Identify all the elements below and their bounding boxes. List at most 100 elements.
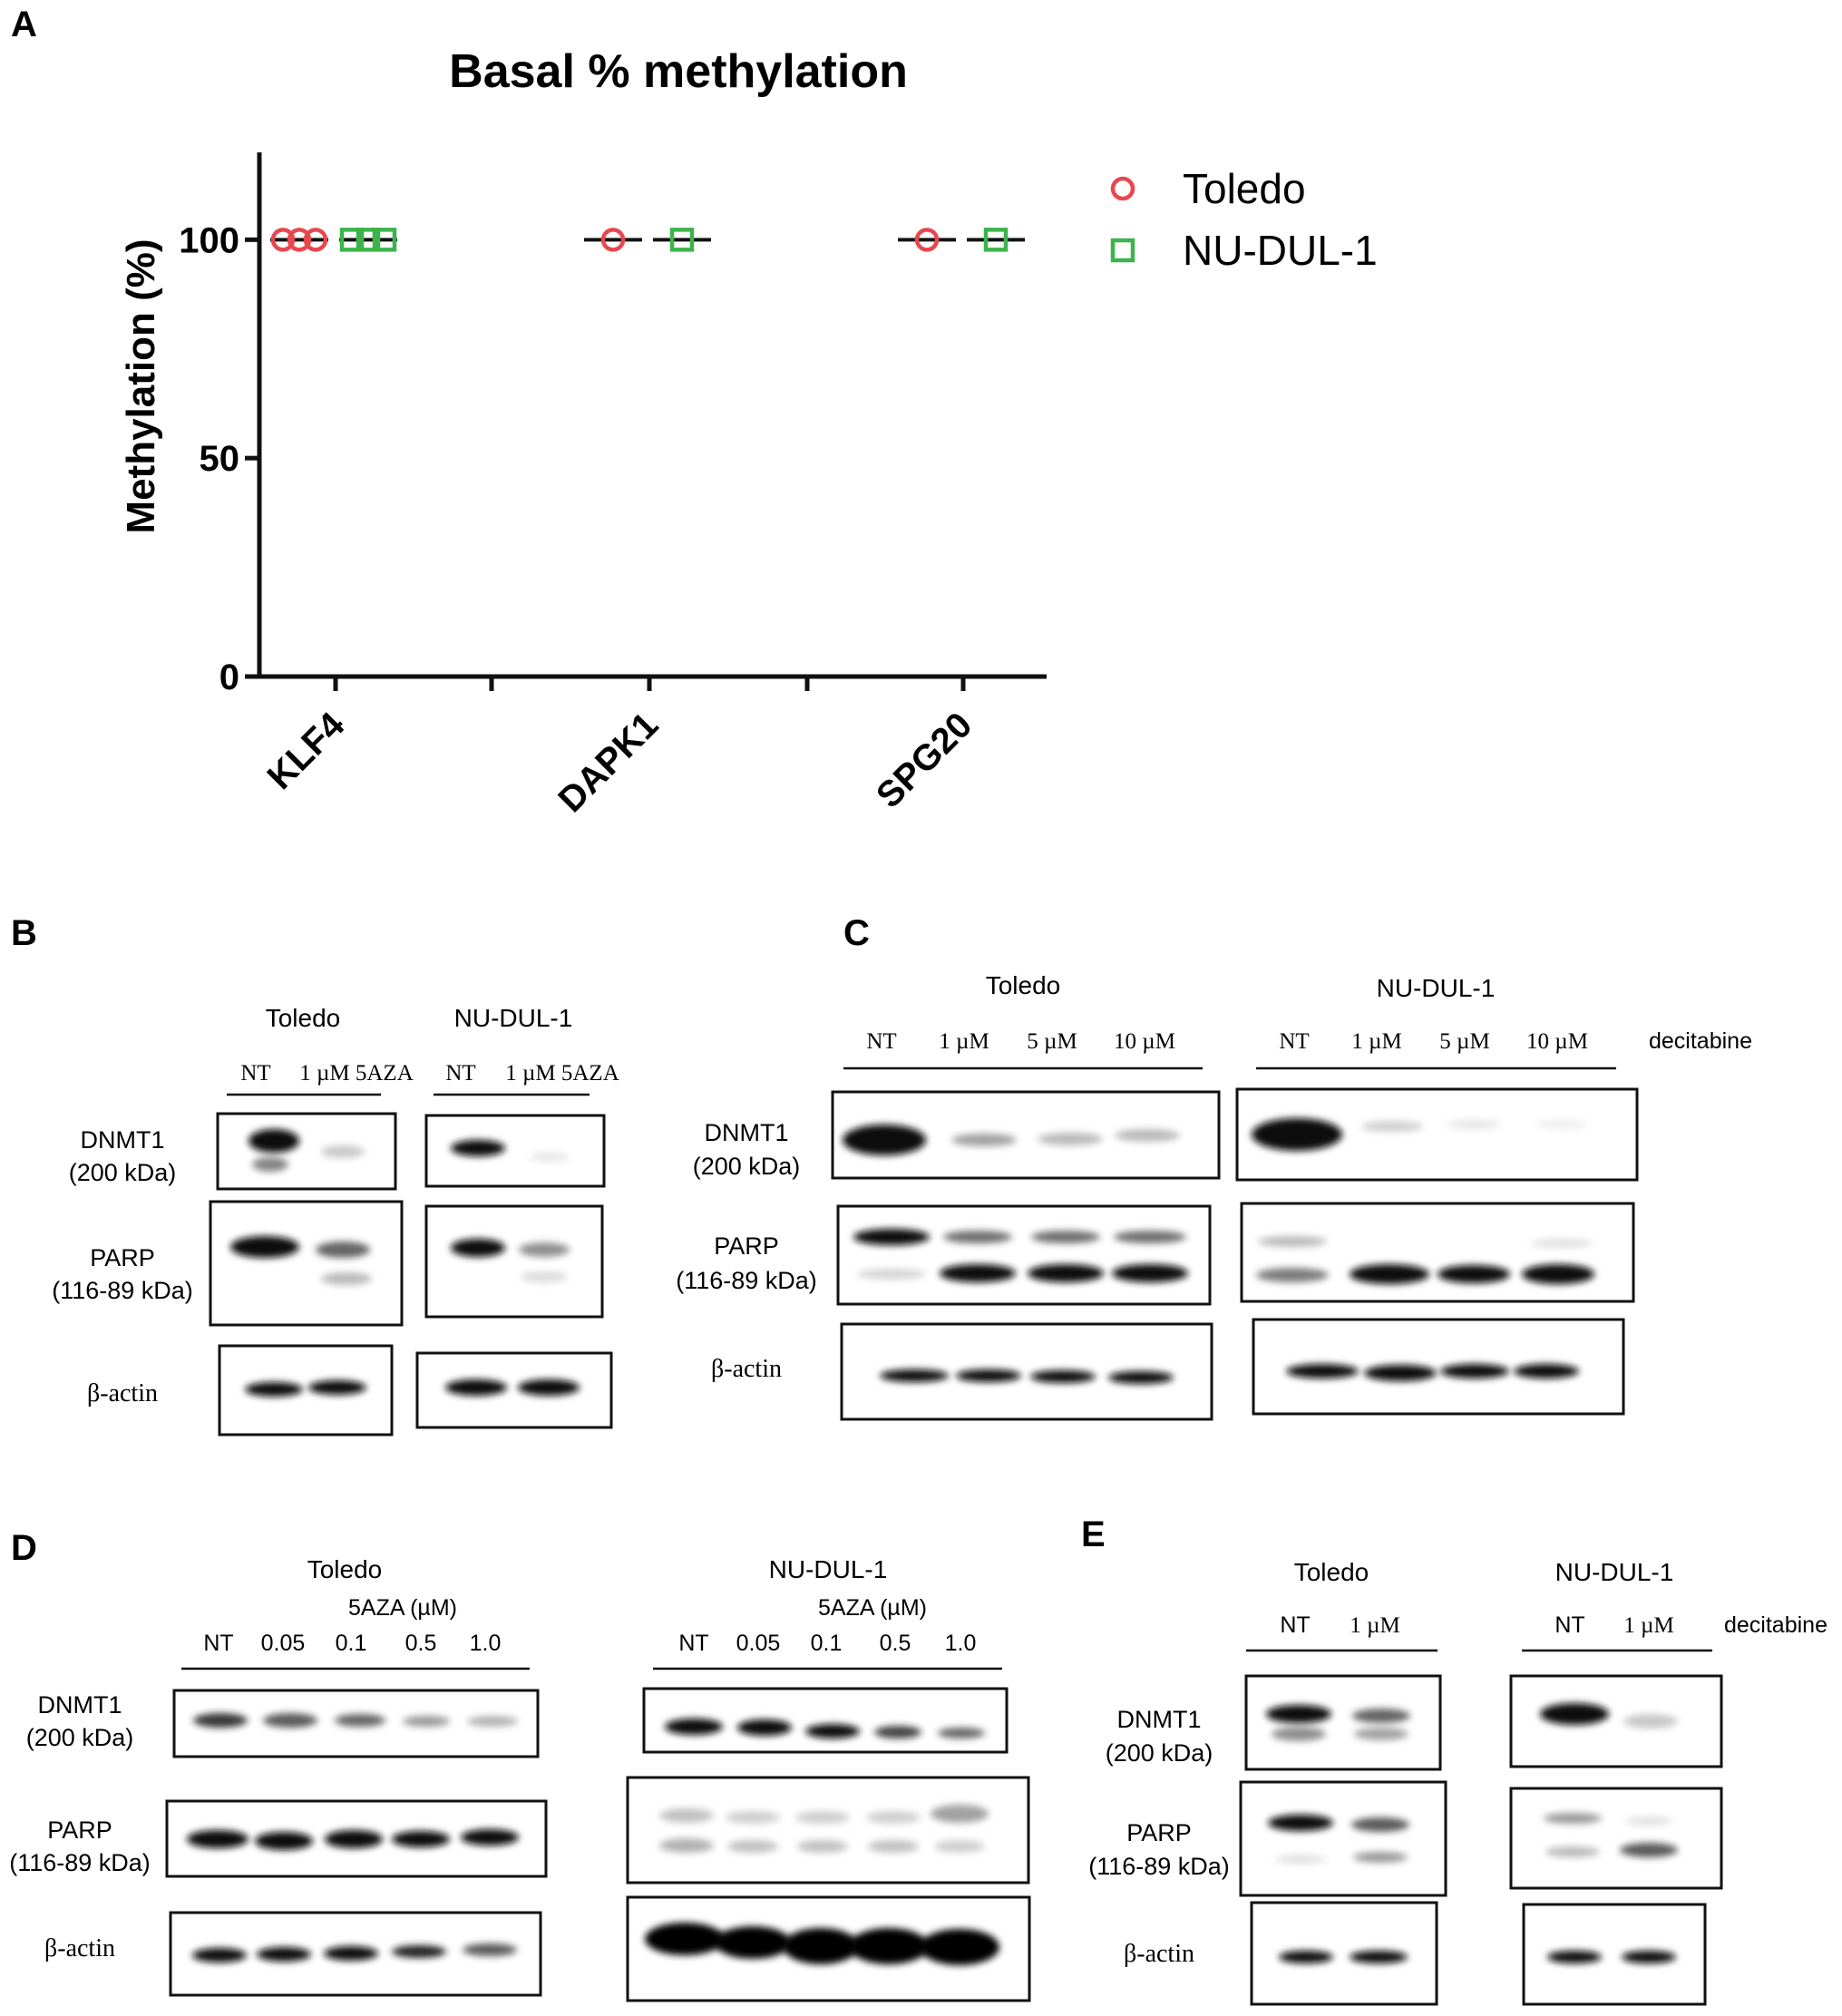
row-label: β-actin	[711, 1355, 782, 1383]
y-tick-label: 100	[179, 220, 239, 260]
lane-label: 1 µM	[939, 1029, 989, 1054]
row-label: (200 kDa)	[69, 1159, 177, 1186]
group-title-toledo: Toledo	[986, 971, 1061, 999]
row-label: DNMT1	[38, 1691, 122, 1719]
row-label: DNMT1	[81, 1126, 165, 1154]
x-tick-label: KLF4	[260, 705, 353, 797]
data-point	[914, 228, 940, 252]
treatment-label: decitabine	[1724, 1612, 1827, 1638]
lane-label: 1.0	[470, 1631, 502, 1656]
blot-box	[216, 1112, 397, 1191]
lane-label: NT	[866, 1029, 896, 1054]
lane-label: NT	[203, 1631, 233, 1656]
lane-label: 10 µM	[1114, 1029, 1175, 1054]
row-label: PARP	[90, 1244, 155, 1271]
lane-label: 0.5	[880, 1631, 911, 1656]
row-label: DNMT1	[705, 1119, 789, 1146]
blot-box	[1250, 1901, 1438, 2006]
blot-box	[626, 1776, 1030, 1885]
panel-letter-d: D	[11, 1528, 37, 1568]
treatment-label: decitabine	[1649, 1028, 1752, 1054]
panel-letter-e: E	[1081, 1514, 1106, 1554]
row-label: β-actin	[87, 1379, 158, 1407]
blot-box	[209, 1200, 404, 1327]
lane-label: NT	[1554, 1612, 1584, 1638]
blot-bands	[230, 1129, 580, 1397]
data-point	[287, 228, 312, 252]
data-point	[669, 228, 695, 252]
panel-d: Toledo 5AZA (µM) NT 0.05 0.1 0.5 1.0 NU-…	[9, 1555, 1031, 2002]
blot-box	[1509, 1787, 1723, 1890]
lane-label: NT	[678, 1631, 708, 1656]
lane-label: 1 µM	[1350, 1613, 1399, 1638]
treatment-label: 5AZA (µM)	[348, 1595, 457, 1621]
lane-label: NT	[240, 1061, 270, 1086]
panel-c: Toledo NU-DUL-1 NT 1 µM 5 µM 10 µM NT 1 …	[676, 971, 1752, 1421]
data-point	[339, 228, 365, 252]
lane-label: NT	[1279, 1029, 1309, 1054]
lane-label: NT	[1280, 1612, 1310, 1638]
row-label: (116-89 kDa)	[676, 1267, 817, 1294]
group-title-toledo: Toledo	[307, 1555, 383, 1583]
treatment-label: 5AZA (µM)	[818, 1595, 927, 1621]
row-label: β-actin	[1124, 1940, 1194, 1968]
blot-box	[836, 1204, 1212, 1306]
data-point	[356, 228, 381, 252]
row-label: PARP	[714, 1232, 779, 1260]
data-point	[983, 228, 1009, 252]
row-label: (200 kDa)	[26, 1724, 134, 1751]
row-label: (116-89 kDa)	[1088, 1853, 1230, 1880]
legend-marker	[1110, 238, 1135, 263]
chart-legend: Toledo NU-DUL-1	[1110, 165, 1378, 274]
group-title-nudul1: NU-DUL-1	[1377, 974, 1496, 1002]
lane-label: 1 µM 5AZA	[299, 1061, 414, 1086]
blot-bands	[843, 1118, 1594, 1384]
row-label: DNMT1	[1117, 1706, 1202, 1733]
group-title-toledo: Toledo	[266, 1004, 341, 1032]
panel-letter-c: C	[843, 913, 870, 953]
row-label: (116-89 kDa)	[52, 1277, 193, 1304]
lane-label: NT	[445, 1061, 475, 1086]
lane-label: 0.1	[336, 1631, 367, 1656]
group-title-nudul1: NU-DUL-1	[769, 1555, 888, 1583]
group-title-toledo: Toledo	[1294, 1558, 1369, 1586]
legend-label: NU-DUL-1	[1183, 227, 1378, 274]
lane-label: 5 µM	[1027, 1029, 1077, 1054]
row-label: β-actin	[44, 1934, 115, 1962]
blot-box	[1509, 1674, 1723, 1768]
panel-letter-b: B	[11, 913, 37, 953]
data-point	[600, 228, 626, 252]
row-label: (200 kDa)	[693, 1153, 801, 1180]
blot-box	[1240, 1202, 1635, 1303]
data-point	[270, 228, 296, 252]
row-label: (200 kDa)	[1106, 1739, 1213, 1767]
lane-label: 10 µM	[1526, 1029, 1588, 1054]
lane-label: 0.05	[261, 1631, 306, 1656]
chart-title: Basal % methylation	[449, 45, 908, 98]
blot-box	[1239, 1780, 1447, 1897]
group-title-nudul1: NU-DUL-1	[454, 1004, 573, 1032]
blot-box	[424, 1204, 604, 1319]
x-tick-label: SPG20	[869, 705, 979, 815]
lane-label: 0.5	[405, 1631, 437, 1656]
data-point	[303, 228, 328, 252]
lane-label: 1 µM 5AZA	[505, 1061, 619, 1086]
panel-e: Toledo NU-DUL-1 NT 1 µM NT 1 µM decitabi…	[1088, 1558, 1827, 2006]
y-tick-label: 50	[200, 439, 240, 479]
row-label: PARP	[47, 1816, 112, 1844]
blot-box	[1244, 1674, 1442, 1771]
lane-label: 1.0	[945, 1631, 977, 1656]
data-point	[372, 228, 397, 252]
panel-b: Toledo NU-DUL-1 NT 1 µM 5AZA NT 1 µM 5AZ…	[52, 1004, 619, 1437]
x-tick-label: DAPK1	[551, 705, 666, 820]
y-axis-label: Methylation (%)	[119, 239, 163, 533]
row-label: PARP	[1126, 1819, 1192, 1846]
group-title-nudul1: NU-DUL-1	[1555, 1558, 1674, 1586]
panel-letter-a: A	[11, 5, 37, 44]
methylation-chart: 0 50 100 KLF4 DAPK1 SPG20 Methylation (%) To…	[119, 152, 1378, 820]
blot-bands	[187, 1713, 999, 1965]
blot-bands	[1266, 1703, 1678, 1963]
lane-label: 1 µM	[1351, 1029, 1401, 1054]
row-label: (116-89 kDa)	[9, 1849, 151, 1876]
